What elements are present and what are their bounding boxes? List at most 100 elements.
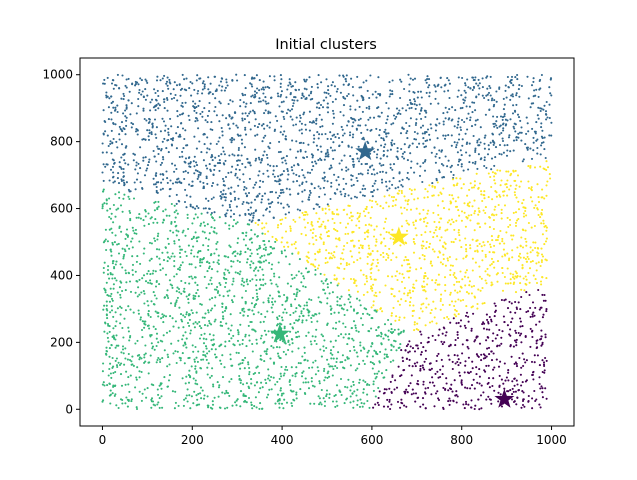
data-point bbox=[189, 80, 192, 84]
data-point bbox=[333, 274, 336, 277]
data-point bbox=[415, 344, 418, 347]
data-point bbox=[139, 316, 142, 319]
data-point bbox=[323, 193, 326, 196]
data-point bbox=[434, 281, 437, 284]
data-point bbox=[375, 329, 378, 332]
data-point bbox=[522, 391, 525, 394]
data-point bbox=[428, 184, 431, 187]
data-point bbox=[123, 248, 126, 251]
data-point bbox=[175, 229, 178, 232]
data-point bbox=[390, 287, 393, 290]
data-point bbox=[495, 90, 498, 93]
data-point bbox=[242, 180, 245, 184]
data-point bbox=[141, 138, 144, 141]
data-point bbox=[230, 139, 234, 142]
data-point bbox=[205, 347, 208, 350]
data-point bbox=[141, 336, 144, 339]
data-point bbox=[190, 263, 193, 266]
data-point bbox=[464, 84, 467, 87]
data-point bbox=[356, 75, 359, 78]
data-point bbox=[379, 350, 382, 353]
data-point bbox=[336, 188, 339, 191]
data-point bbox=[374, 291, 377, 294]
data-point bbox=[291, 374, 294, 377]
data-point bbox=[187, 381, 191, 384]
data-point bbox=[534, 204, 537, 207]
data-point bbox=[294, 123, 298, 126]
data-point bbox=[142, 219, 145, 222]
data-point bbox=[392, 163, 396, 166]
data-point bbox=[210, 348, 213, 351]
data-point bbox=[529, 147, 532, 150]
data-point bbox=[449, 166, 452, 169]
data-point bbox=[356, 157, 359, 160]
data-point bbox=[320, 223, 323, 226]
data-point bbox=[109, 248, 112, 251]
data-point bbox=[322, 288, 325, 291]
data-point bbox=[131, 269, 134, 272]
data-point bbox=[536, 339, 539, 342]
data-point bbox=[203, 316, 206, 319]
data-point bbox=[117, 242, 120, 245]
data-point bbox=[245, 278, 249, 281]
data-point bbox=[207, 199, 210, 202]
data-point bbox=[226, 84, 229, 87]
data-point bbox=[372, 304, 375, 307]
data-point bbox=[520, 406, 523, 409]
data-point bbox=[531, 335, 534, 339]
data-point bbox=[138, 91, 141, 94]
data-point bbox=[497, 391, 500, 394]
data-point bbox=[148, 120, 151, 124]
data-point bbox=[173, 96, 176, 100]
data-point bbox=[391, 168, 394, 171]
data-point bbox=[491, 384, 494, 388]
data-point bbox=[401, 155, 404, 158]
data-point bbox=[108, 197, 111, 200]
data-point bbox=[180, 292, 183, 295]
data-point bbox=[288, 81, 291, 84]
data-point bbox=[144, 78, 147, 81]
data-point bbox=[333, 394, 336, 398]
data-point bbox=[488, 226, 491, 229]
data-point bbox=[244, 356, 247, 359]
data-point bbox=[339, 110, 342, 114]
data-point bbox=[131, 263, 135, 266]
data-point bbox=[317, 395, 320, 398]
data-point bbox=[160, 147, 163, 151]
data-point bbox=[164, 208, 167, 211]
data-point bbox=[460, 379, 463, 382]
data-point bbox=[519, 275, 522, 278]
data-point bbox=[408, 107, 411, 110]
data-point bbox=[379, 157, 382, 160]
data-point bbox=[278, 105, 281, 108]
data-point bbox=[422, 383, 425, 386]
data-point bbox=[293, 293, 296, 296]
data-point bbox=[503, 275, 506, 279]
data-point bbox=[252, 214, 255, 217]
data-point bbox=[263, 192, 267, 195]
data-point bbox=[518, 131, 522, 134]
data-point bbox=[286, 368, 289, 372]
data-point bbox=[448, 208, 451, 211]
data-point bbox=[250, 320, 253, 324]
data-point bbox=[161, 140, 164, 143]
data-point bbox=[524, 275, 527, 278]
data-point bbox=[319, 236, 322, 239]
data-point bbox=[407, 292, 410, 295]
data-point bbox=[515, 338, 518, 341]
data-point bbox=[144, 210, 147, 213]
data-point bbox=[196, 170, 199, 173]
data-point bbox=[270, 306, 273, 309]
data-point bbox=[371, 262, 374, 265]
data-point bbox=[527, 257, 530, 261]
data-point bbox=[291, 326, 294, 329]
data-point bbox=[298, 315, 301, 318]
data-point bbox=[159, 383, 162, 386]
data-point bbox=[221, 146, 224, 149]
data-point bbox=[124, 84, 127, 87]
data-point bbox=[219, 321, 222, 324]
data-point bbox=[456, 331, 459, 334]
data-point bbox=[210, 121, 213, 124]
data-point bbox=[436, 283, 439, 286]
data-point bbox=[544, 333, 547, 336]
